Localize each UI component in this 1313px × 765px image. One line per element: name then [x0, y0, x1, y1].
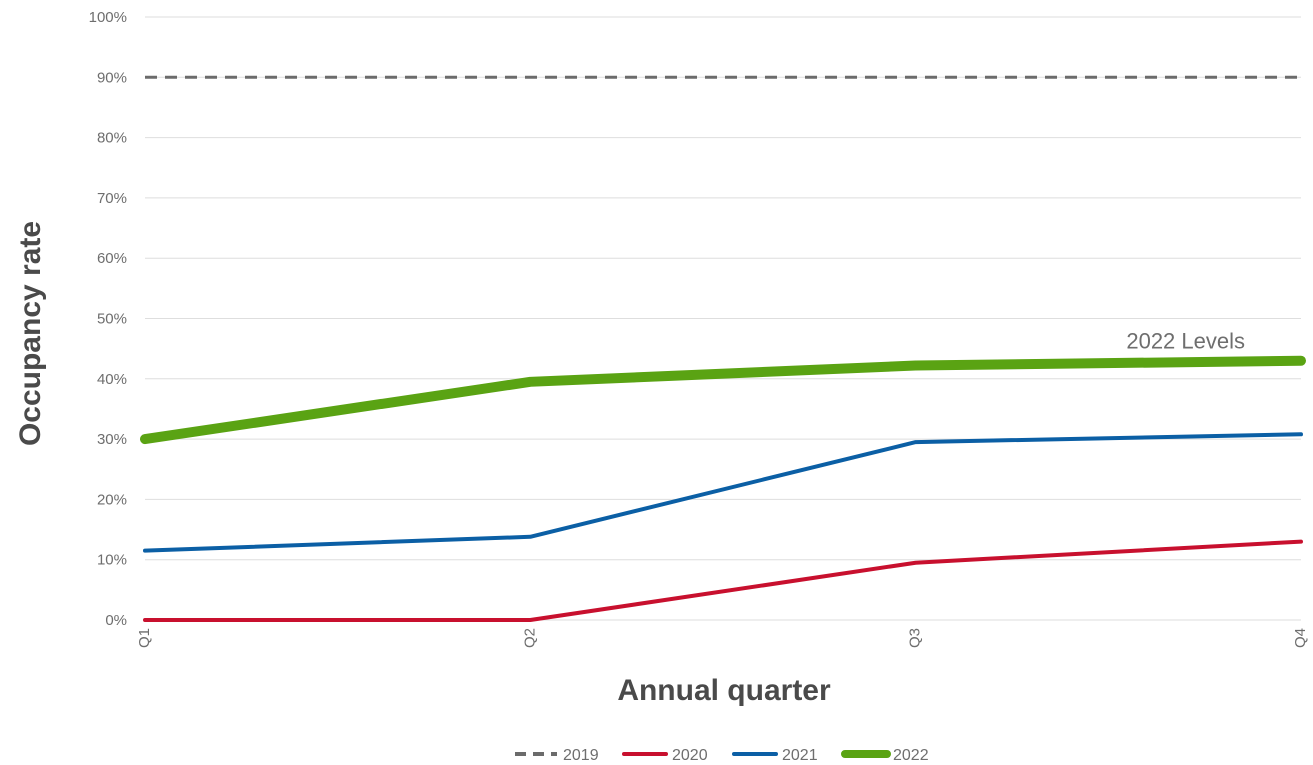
y-tick-label: 100% [89, 9, 127, 26]
x-axis-title: Annual quarter [617, 674, 831, 707]
x-axis-tick-labels: Q1 Q2 Q3 Q4 [136, 628, 1309, 648]
y-axis-title: Occupancy rate [14, 221, 47, 446]
annotation-2022-levels: 2022 Levels [1126, 329, 1245, 354]
x-tick-label: Q3 [907, 628, 924, 648]
y-tick-label: 40% [97, 371, 127, 388]
gridlines [145, 16, 1301, 621]
y-tick-label: 10% [97, 552, 127, 569]
x-tick-label: Q2 [521, 628, 538, 648]
legend-label-2021: 2021 [782, 747, 818, 764]
y-tick-label: 70% [97, 190, 127, 207]
x-tick-label: Q4 [1292, 628, 1309, 648]
y-tick-label: 20% [97, 491, 127, 508]
y-tick-label: 90% [97, 69, 127, 86]
series-line-2022 [140, 355, 1306, 445]
legend-label-2020: 2020 [672, 747, 708, 764]
y-tick-label: 0% [105, 612, 127, 629]
y-axis-tick-labels: 0% 10% 20% 30% 40% 50% 60% 70% 80% 90% 100% [89, 9, 127, 629]
legend: 2019 2020 2021 2022 [515, 747, 929, 764]
legend-label-2022: 2022 [893, 747, 929, 764]
x-tick-label: Q1 [136, 628, 153, 648]
y-tick-label: 60% [97, 250, 127, 267]
series-line-2021 [143, 432, 1303, 553]
series-line-2020 [143, 539, 1303, 622]
legend-label-2019: 2019 [563, 747, 599, 764]
series-lines [140, 75, 1306, 622]
y-tick-label: 80% [97, 130, 127, 147]
y-tick-label: 30% [97, 431, 127, 448]
y-tick-label: 50% [97, 311, 127, 328]
